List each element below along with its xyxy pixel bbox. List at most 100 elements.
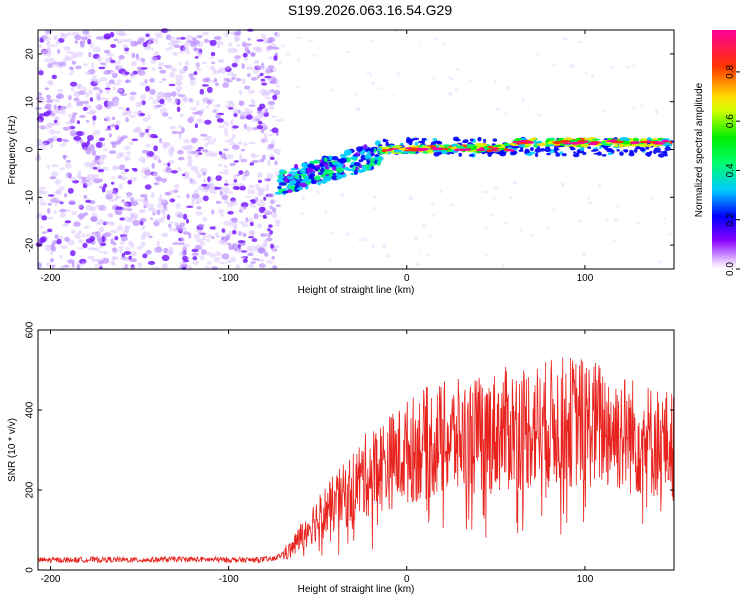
spectrogram-noise-blob [239, 116, 246, 120]
spectrogram-noise-blob [219, 261, 227, 265]
spectrogram-noise-blob [220, 152, 227, 159]
spectrogram-noise-blob [145, 33, 150, 38]
chart-title: S199.2026.063.16.54.G29 [288, 2, 452, 18]
spectrogram-noise-blob [154, 32, 162, 36]
spectrogram-noise-blob [236, 30, 242, 36]
spectrogram-noise-blob [201, 97, 209, 103]
spectrogram-noise-blob [450, 77, 455, 81]
spectrogram-noise-blob [295, 85, 301, 88]
spectrogram-noise-blob [144, 166, 150, 171]
spectrogram-noise-blob [103, 33, 112, 39]
spectrogram-noise-blob [233, 222, 238, 229]
spectrogram-noise-blob [151, 162, 155, 169]
spectrogram-noise-blob [37, 262, 42, 269]
spectrogram-transition-blob [279, 174, 283, 178]
x-tick-label: 0 [404, 273, 410, 284]
spectrogram-noise-blob [54, 116, 60, 120]
spectrogram-noise-blob [95, 232, 102, 239]
spectrogram-noise-blob [99, 178, 103, 182]
spectrogram-noise-blob [186, 150, 193, 155]
spectrogram-noise-blob [88, 88, 93, 96]
spectrogram-noise-blob [137, 37, 145, 44]
spectrogram-transition-blob [323, 175, 332, 181]
spectrogram-noise-blob [253, 59, 260, 64]
spectrogram-noise-blob [257, 188, 265, 195]
spectrogram-noise-blob [173, 40, 182, 44]
spectrogram-signal-peak [653, 142, 665, 145]
spectrogram-noise-blob [190, 165, 199, 172]
spectrogram-signal-blob [421, 139, 426, 144]
spectrogram-noise-blob [55, 107, 64, 114]
spectrogram-signal-blob [554, 151, 558, 154]
spectrogram-signal-blob [629, 149, 634, 154]
snr-y-axis-label: SNR (10 * v/v) [7, 418, 18, 482]
spectrogram-noise-blob [243, 142, 248, 147]
spectrogram-noise-blob [266, 45, 273, 50]
spectrogram-noise-blob [115, 29, 124, 36]
spectrogram-noise-blob [99, 245, 103, 249]
spectrogram-noise-blob [195, 211, 204, 216]
spectrogram-noise-blob [509, 195, 513, 200]
spectrogram-noise-blob [51, 171, 59, 178]
spectrogram-noise-blob [138, 156, 146, 163]
spectrogram-noise-blob [66, 32, 72, 36]
spectrogram-noise-blob [237, 109, 241, 114]
spectrogram-noise-blob [212, 68, 217, 75]
spectrogram-noise-blob [254, 65, 259, 69]
spectrogram-noise-blob [84, 91, 90, 98]
spectrogram-noise-blob [99, 62, 106, 65]
spectrogram-noise-blob [47, 202, 52, 206]
spectrogram-noise-blob [206, 238, 211, 242]
spectrogram-noise-blob [85, 233, 93, 237]
spectrogram-signal-blob [593, 152, 600, 155]
spectrogram-noise-blob [121, 171, 128, 175]
spectrogram-noise-blob [187, 265, 192, 272]
spectrogram-noise-blob [141, 149, 150, 154]
spectrogram-noise-blob [227, 47, 236, 53]
spectrogram-transition-blob [320, 167, 325, 173]
spectrogram-noise-blob [124, 71, 130, 75]
snr-panel: -200 -100 0 100 0 200 400 600 Height of straig… [7, 321, 675, 595]
spectrogram-noise-blob [54, 234, 59, 240]
spectrogram-noise-blob [260, 140, 269, 143]
spectrogram-y-axis-label: Frequency (Hz) [7, 116, 18, 185]
spectrogram-noise-blob [216, 118, 224, 123]
spectrogram-noise-blob [121, 199, 125, 203]
spectrogram-noise-blob [46, 262, 51, 267]
spectrogram-signal-blob [433, 151, 440, 157]
spectrogram-noise-blob [609, 65, 615, 70]
spectrogram-noise-blob [101, 38, 107, 41]
spectrogram-noise-blob [372, 206, 376, 211]
spectrogram-noise-blob [205, 234, 213, 239]
spectrogram-noise-blob [171, 67, 177, 72]
spectrogram-noise-blob [354, 91, 357, 96]
spectrogram-noise-blob [108, 133, 112, 138]
spectrogram-signal-blob [536, 140, 543, 144]
spectrogram-noise-blob [247, 89, 255, 94]
spectrogram-noise-blob [53, 34, 58, 41]
spectrogram-noise-blob [53, 119, 58, 124]
spectrogram-noise-blob [51, 74, 57, 80]
spectrogram-y-ticks: 20 10 0 -10 -20 [25, 48, 674, 252]
spectrogram-noise-blob [36, 154, 41, 161]
spectrogram-noise-blob [87, 38, 92, 45]
spectrogram-signal-peak [508, 148, 513, 152]
spectrogram-noise-blob [164, 95, 169, 101]
spectrogram-noise-blob [175, 223, 181, 227]
spectrogram-noise-blob [206, 105, 209, 109]
spectrogram-noise-blob [145, 143, 152, 148]
spectrogram-noise-blob [41, 215, 48, 221]
spectrogram-noise-blob [123, 250, 132, 255]
spectrogram-noise-blob [193, 71, 198, 76]
spectrogram-noise-blob [249, 162, 255, 166]
spectrogram-noise-blob [275, 222, 281, 227]
spectrogram-signal-blob [616, 149, 620, 152]
spectrogram-signal-blob [621, 140, 630, 145]
spectrogram-noise-blob [103, 232, 112, 238]
spectrogram-signal-blob [576, 149, 582, 153]
spectrogram-noise-blob [152, 37, 159, 44]
spectrogram-signal-blob [607, 152, 613, 155]
spectrogram-noise-blob [456, 67, 460, 71]
spectrogram-noise-blob [237, 141, 243, 145]
